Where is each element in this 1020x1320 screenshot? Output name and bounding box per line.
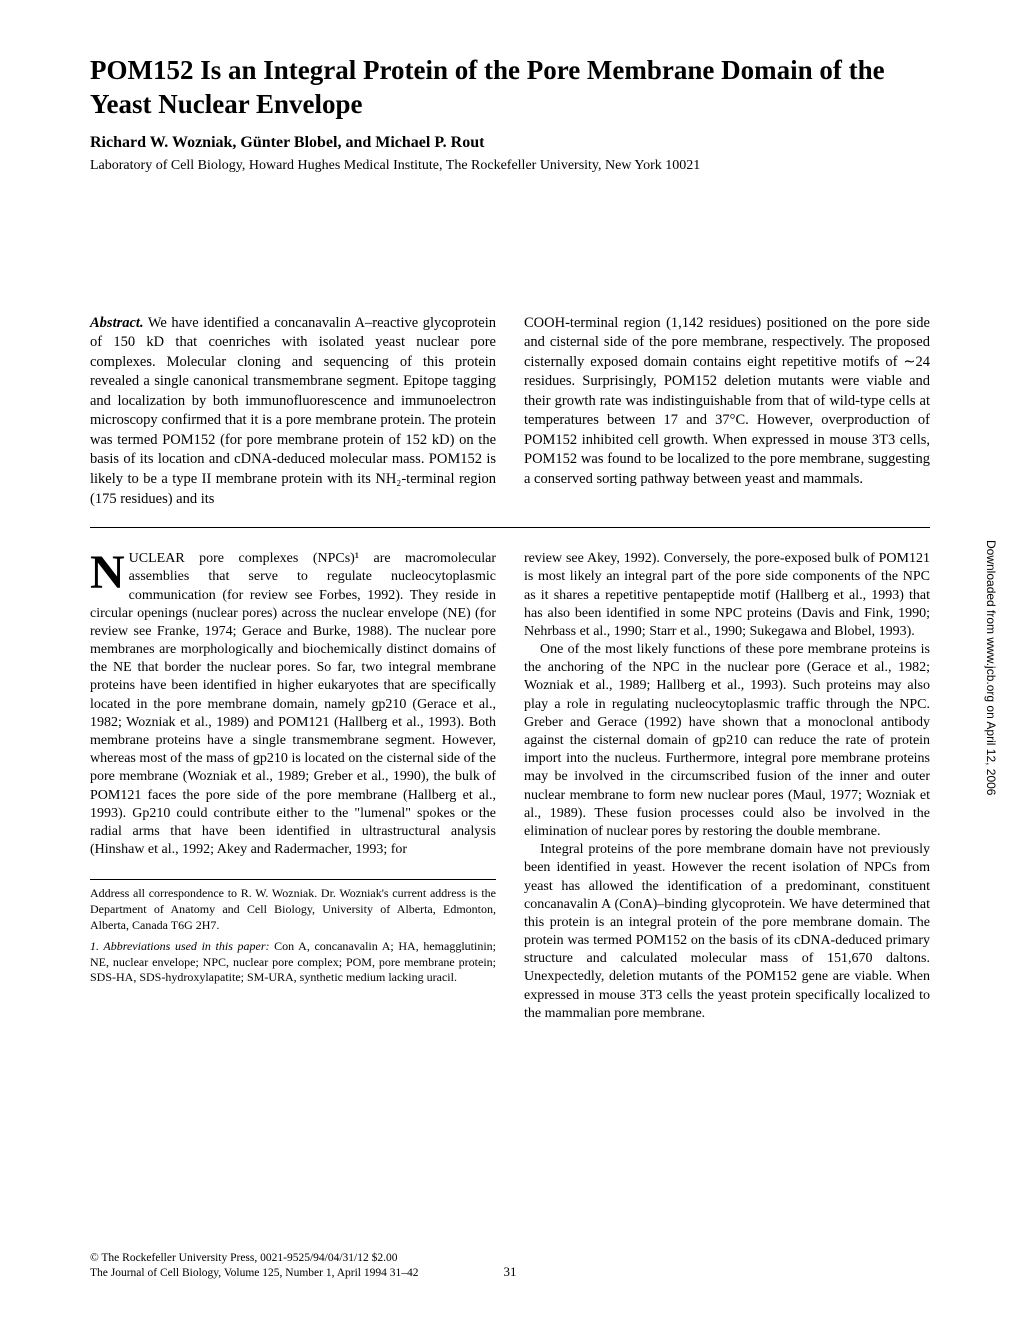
download-watermark: Downloaded from www.jcb.org on April 12,… — [984, 540, 998, 795]
affiliation: Laboratory of Cell Biology, Howard Hughe… — [90, 158, 930, 174]
abstract-left-column: Abstract. We have identified a concanava… — [90, 314, 496, 510]
dropcap: N — [90, 550, 129, 592]
body-left-column: NUCLEAR pore complexes (NPCs)¹ are macro… — [90, 550, 496, 1023]
page-number: 31 — [504, 1264, 517, 1280]
footnote-correspondence: Address all correspondence to R. W. Wozn… — [90, 886, 496, 933]
body-paragraph-1: NUCLEAR pore complexes (NPCs)¹ are macro… — [90, 550, 496, 859]
body-section: NUCLEAR pore complexes (NPCs)¹ are macro… — [90, 550, 930, 1023]
body-paragraph-r3: Integral proteins of the pore membrane d… — [524, 841, 930, 1023]
article-title: POM152 Is an Integral Protein of the Por… — [90, 54, 930, 122]
body-left-p1-text: UCLEAR pore complexes (NPCs)¹ are macrom… — [90, 551, 496, 857]
abstract-left-text: We have identified a concanavalin A–reac… — [90, 315, 496, 507]
footnote-abbrev-label: 1. Abbreviations used in this paper: — [90, 939, 270, 953]
abstract-right-column: COOH-terminal region (1,142 residues) po… — [524, 314, 930, 510]
abstract-right-text: COOH-terminal region (1,142 residues) po… — [524, 315, 930, 488]
authors: Richard W. Wozniak, Günter Blobel, and M… — [90, 134, 930, 152]
footnote-divider — [90, 879, 496, 880]
body-paragraph-r2: One of the most likely functions of thes… — [524, 641, 930, 841]
section-divider — [90, 527, 930, 528]
footnote-abbreviations: 1. Abbreviations used in this paper: Con… — [90, 939, 496, 986]
body-paragraph-r1: review see Akey, 1992). Conversely, the … — [524, 550, 930, 641]
abstract-section: Abstract. We have identified a concanava… — [90, 314, 930, 510]
body-right-column: review see Akey, 1992). Conversely, the … — [524, 550, 930, 1023]
abstract-label: Abstract. — [90, 315, 144, 331]
